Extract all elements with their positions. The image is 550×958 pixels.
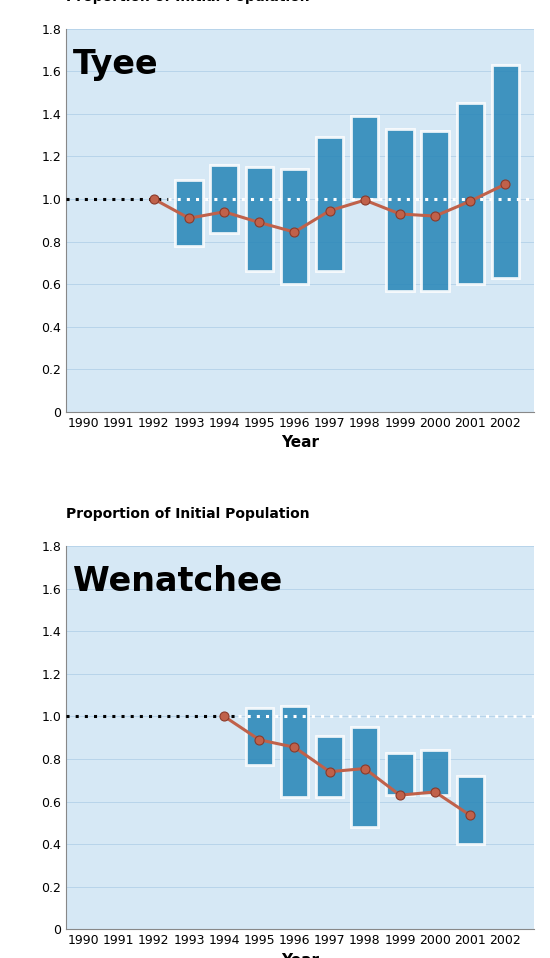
Bar	[351, 727, 378, 827]
Text: Proportion of Initial Population: Proportion of Initial Population	[66, 0, 310, 4]
Bar	[421, 750, 449, 795]
Bar	[316, 736, 343, 797]
Bar	[280, 170, 308, 285]
Text: Tyee: Tyee	[73, 48, 158, 80]
Text: Proportion of Initial Population: Proportion of Initial Population	[66, 507, 310, 521]
X-axis label: Year: Year	[280, 435, 319, 450]
X-axis label: Year: Year	[280, 952, 319, 958]
Bar	[316, 137, 343, 271]
Bar	[351, 116, 378, 199]
Bar	[175, 180, 203, 246]
Bar	[280, 706, 308, 797]
Bar	[246, 708, 273, 765]
Bar	[456, 776, 484, 844]
Bar	[386, 753, 414, 795]
Bar	[246, 167, 273, 271]
Bar	[386, 128, 414, 290]
Bar	[456, 103, 484, 285]
Bar	[421, 131, 449, 290]
Bar	[492, 65, 519, 278]
Bar	[211, 165, 238, 233]
Text: Wenatchee: Wenatchee	[73, 565, 282, 598]
